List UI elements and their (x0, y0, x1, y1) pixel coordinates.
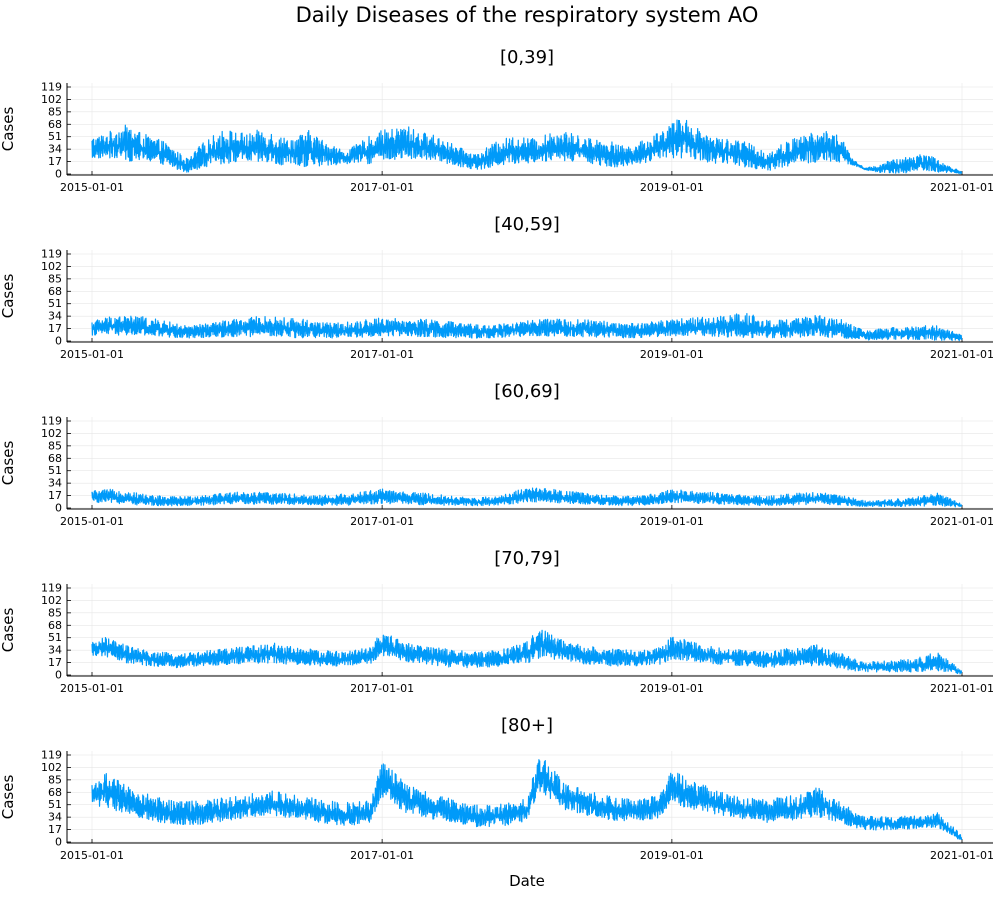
x-tick-label: 2017-01-01 (350, 515, 414, 528)
x-tick-label: 2017-01-01 (350, 348, 414, 361)
panel-title: [0,39] (500, 47, 554, 68)
y-tick-label: 0 (55, 335, 62, 348)
y-tick-label: 102 (41, 427, 62, 440)
y-tick-label: 0 (55, 669, 62, 682)
y-tick-label: 85 (48, 439, 62, 452)
y-tick-label: 68 (48, 452, 62, 465)
y-tick-label: 85 (48, 606, 62, 619)
y-tick-label: 34 (48, 143, 62, 156)
y-tick-label: 0 (55, 168, 62, 181)
x-tick-label: 2019-01-01 (640, 348, 704, 361)
y-tick-label: 102 (41, 260, 62, 273)
y-tick-label: 85 (48, 105, 62, 118)
y-tick-label: 51 (48, 798, 62, 811)
y-tick-label: 102 (41, 594, 62, 607)
series-line (91, 487, 963, 508)
x-tick-label: 2019-01-01 (640, 515, 704, 528)
x-tick-label: 2019-01-01 (640, 682, 704, 695)
y-tick-label: 17 (48, 322, 62, 335)
x-axis-label: Date (509, 872, 545, 890)
x-tick-label: 2015-01-01 (60, 515, 124, 528)
figure-title: Daily Diseases of the respiratory system… (296, 3, 759, 27)
x-tick-label: 2015-01-01 (60, 348, 124, 361)
x-tick-label: 2021-01-01 (930, 348, 994, 361)
x-tick-label: 2021-01-01 (930, 515, 994, 528)
y-tick-label: 0 (55, 502, 62, 515)
x-tick-label: 2015-01-01 (60, 682, 124, 695)
y-tick-label: 119 (41, 582, 62, 595)
series-line (91, 312, 963, 342)
y-tick-label: 34 (48, 310, 62, 323)
x-tick-label: 2021-01-01 (930, 181, 994, 194)
y-axis-label: Cases (0, 608, 17, 653)
y-tick-label: 85 (48, 272, 62, 285)
x-tick-label: 2019-01-01 (640, 849, 704, 862)
x-tick-label: 2015-01-01 (60, 849, 124, 862)
y-tick-label: 119 (41, 415, 62, 428)
y-tick-label: 51 (48, 464, 62, 477)
y-axis-label: Cases (0, 274, 17, 319)
x-tick-label: 2017-01-01 (350, 181, 414, 194)
y-tick-label: 17 (48, 656, 62, 669)
y-tick-label: 68 (48, 786, 62, 799)
y-tick-label: 0 (55, 836, 62, 849)
panel-title: [70,79] (494, 548, 560, 569)
y-axis-label: Cases (0, 775, 17, 820)
x-tick-label: 2019-01-01 (640, 181, 704, 194)
series-line (91, 759, 963, 840)
y-tick-label: 119 (41, 248, 62, 261)
y-tick-label: 68 (48, 619, 62, 632)
y-tick-label: 51 (48, 130, 62, 143)
x-tick-label: 2017-01-01 (350, 682, 414, 695)
y-tick-label: 34 (48, 644, 62, 657)
y-tick-label: 34 (48, 477, 62, 490)
x-tick-label: 2017-01-01 (350, 849, 414, 862)
y-tick-label: 102 (41, 93, 62, 106)
y-tick-label: 17 (48, 489, 62, 502)
y-axis-label: Cases (0, 441, 17, 486)
y-tick-label: 51 (48, 297, 62, 310)
series-line (91, 629, 963, 675)
panel-title: [40,59] (494, 214, 560, 235)
y-tick-label: 17 (48, 155, 62, 168)
y-tick-label: 17 (48, 823, 62, 836)
y-axis-label: Cases (0, 107, 17, 152)
y-tick-label: 34 (48, 811, 62, 824)
panel-title: [80+] (501, 715, 553, 736)
x-tick-label: 2021-01-01 (930, 682, 994, 695)
y-tick-label: 68 (48, 118, 62, 131)
x-tick-label: 2021-01-01 (930, 849, 994, 862)
y-tick-label: 85 (48, 773, 62, 786)
y-tick-label: 51 (48, 631, 62, 644)
panel-title: [60,69] (494, 381, 560, 402)
x-tick-label: 2015-01-01 (60, 181, 124, 194)
y-tick-label: 119 (41, 749, 62, 762)
series-line (91, 119, 963, 175)
y-tick-label: 68 (48, 285, 62, 298)
y-tick-label: 119 (41, 81, 62, 94)
y-tick-label: 102 (41, 761, 62, 774)
